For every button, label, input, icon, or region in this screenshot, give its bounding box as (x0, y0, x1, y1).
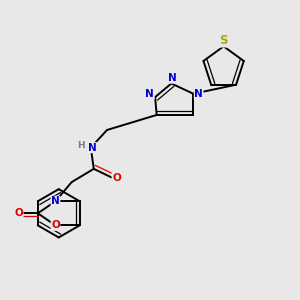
Text: S: S (219, 34, 228, 47)
Text: O: O (51, 220, 60, 230)
Text: N: N (194, 89, 203, 99)
Text: H: H (78, 141, 85, 150)
Text: O: O (112, 173, 121, 183)
Text: N: N (88, 142, 97, 153)
Text: O: O (14, 208, 23, 218)
Text: N: N (146, 89, 154, 99)
Text: N: N (51, 196, 60, 206)
Text: N: N (168, 73, 177, 83)
